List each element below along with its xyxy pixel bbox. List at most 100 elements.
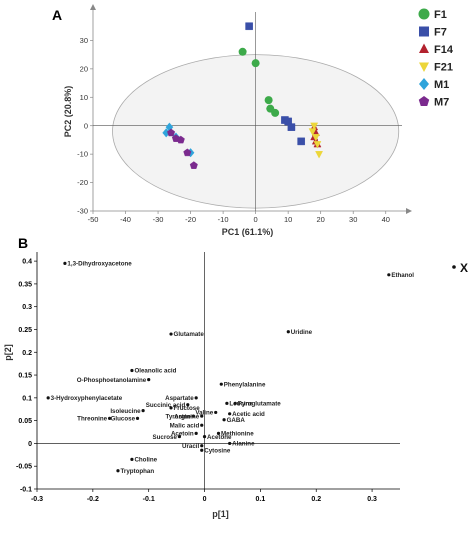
loading-point-glucose: [135, 416, 140, 420]
point-f21: [310, 122, 319, 131]
panel-b-axes: [34, 252, 400, 492]
panel-b-tick-labels: -0.3 -0.2 -0.1 0 0.1 0.2 0.3 -0.1 -0.05 0 0.05 0.1 0…: [16, 259, 377, 503]
point-f21: [311, 134, 320, 142]
panel-a-points: [162, 22, 323, 169]
loading-label-phenylalanine: Phenylalanine: [224, 381, 266, 388]
panel-a-zero-lines: [93, 12, 402, 211]
point-m7: [176, 135, 185, 144]
loading-label-choline: Choline: [134, 457, 157, 464]
legend-label-f1: F1: [434, 9, 447, 21]
x-tick-label: -0.3: [31, 496, 43, 503]
x-tick-label: 0: [254, 215, 258, 224]
loading-label-methionine: Methionine: [221, 431, 254, 438]
y-tick-label: 0.35: [18, 281, 32, 288]
x-tick-label: 0.2: [311, 496, 321, 503]
x-tick-label: 0.1: [256, 496, 266, 503]
loading-label-fructose: Fructose: [174, 405, 201, 412]
point-f1: [238, 47, 247, 56]
loading-label-alanine: Alanine: [232, 441, 255, 448]
y-tick-label: 20: [80, 64, 88, 73]
legend-marker-x: [452, 265, 456, 269]
y-tick-label: -10: [77, 150, 88, 159]
panel-a-pca-score-plot: A -50 -40 -30 -20 -10 0 10 20 30 40 -30 -20 -10 0 10 20…: [52, 4, 454, 237]
loading-point-acetoin: [194, 431, 198, 435]
loading-point-alanine: [228, 441, 232, 446]
x-tick-label: 30: [349, 215, 357, 224]
legend-label-f7: F7: [434, 27, 447, 39]
loading-point-1-3-dihydroxyacetone: [63, 261, 67, 265]
panel-a-axes: [90, 4, 412, 214]
loading-point-methionine: [216, 431, 221, 435]
loading-label-aspartate: Aspartate: [165, 395, 194, 402]
loading-label-pyroglutamate: Pyroglutamate: [238, 401, 282, 408]
point-m7: [167, 128, 176, 137]
panel-a-x-axis-title: PC1 (61.1%): [222, 227, 274, 237]
loading-label-1-3-dihydroxyacetone: 1,3-Dihydroxyacetone: [67, 261, 132, 268]
loading-label-succinic-acid: Succinic acid: [146, 402, 186, 409]
y-tick-label: 0.2: [22, 350, 32, 357]
loading-point-o-phosphoetanolamine: [147, 378, 151, 382]
y-tick-label: -20: [77, 178, 88, 187]
panel-b-x-axis-title: p[1]: [212, 509, 229, 519]
loading-label-glucose: Glucose: [111, 416, 136, 423]
legend-label-m7: M7: [434, 97, 449, 109]
loading-point-choline: [130, 457, 134, 461]
loading-label-leucine: Leucine: [229, 401, 253, 408]
loading-label-ethanol: Ethanol: [391, 272, 414, 279]
x-tick-label: 0.3: [367, 496, 377, 503]
loading-point-sucrose: [177, 434, 182, 439]
point-f21: [315, 151, 323, 159]
loading-point-uridine: [286, 330, 290, 334]
panel-b-points: 1,3-Dihydroxyacetone Ethanol Uridine Glutam…: [46, 261, 414, 475]
panel-a-letter: A: [52, 7, 62, 23]
loading-label-isoleucine: Isoleucine: [110, 408, 141, 415]
panel-b-letter: B: [18, 235, 28, 251]
loading-point-arginine: [200, 414, 204, 418]
loading-point-cytosine: [200, 448, 204, 452]
loading-label-uracil: Uracil: [182, 443, 199, 450]
y-tick-label: -0.1: [20, 487, 32, 494]
loading-point-leucine: [225, 401, 229, 405]
loading-point-tryptophan: [116, 469, 120, 473]
legend-marker-f1: [418, 8, 430, 20]
loading-label-arginine: Arginine: [174, 413, 200, 420]
loading-label-valine: Valine: [195, 410, 213, 417]
loading-label-tyrosine: Tyrosine: [166, 413, 192, 420]
legend-label-f14: F14: [434, 44, 454, 56]
loading-label-glutamate: Glutamate: [174, 331, 205, 338]
loading-point-tyrosine: [191, 414, 195, 418]
point-f7: [287, 123, 296, 131]
point-f1: [271, 108, 280, 117]
loading-point-acetone: [202, 434, 207, 439]
loading-point-3-hydroxyphenylacetate: [46, 396, 50, 400]
y-tick-label: -0.05: [16, 464, 32, 471]
y-tick-label: 0.3: [22, 304, 32, 311]
legend-marker-m1: [419, 78, 429, 90]
loading-point-isoleucine: [141, 409, 145, 413]
point-f1: [251, 59, 260, 68]
legend-label-f21: F21: [434, 62, 453, 74]
loading-label-acetic-acid: Acetic acid: [232, 411, 265, 418]
x-tick-label: 20: [317, 215, 325, 224]
x-tick-label: -20: [185, 215, 196, 224]
y-tick-label: 0.25: [18, 327, 32, 334]
point-m7: [183, 148, 192, 157]
loading-point-ethanol: [387, 273, 391, 277]
loading-point-uracil: [200, 444, 204, 448]
x-tick-label: -10: [218, 215, 229, 224]
point-m7: [189, 161, 198, 169]
point-f7: [297, 137, 305, 146]
panel-b-loading-plot: B -0.3 -0.2 -0.1 0 0.1 0.2 0.3 -0.1 -0.05 0 0.05 0.…: [3, 235, 468, 519]
loading-label-o-phosphoetanolamine: O-Phosphoetanolamine: [77, 377, 147, 384]
x-tick-label: -0.1: [143, 496, 155, 503]
loading-point-aspartate: [194, 396, 198, 400]
y-tick-label: 0: [28, 441, 32, 448]
loading-label-oleanolic-acid: Oleanolic acid: [134, 368, 176, 375]
loading-point-phenylalanine: [219, 382, 223, 386]
x-tick-label: 0: [203, 496, 207, 503]
point-f7: [245, 22, 253, 31]
y-tick-label: 30: [80, 36, 88, 45]
y-tick-label: 10: [80, 93, 88, 102]
x-axis-arrow: [406, 208, 412, 214]
